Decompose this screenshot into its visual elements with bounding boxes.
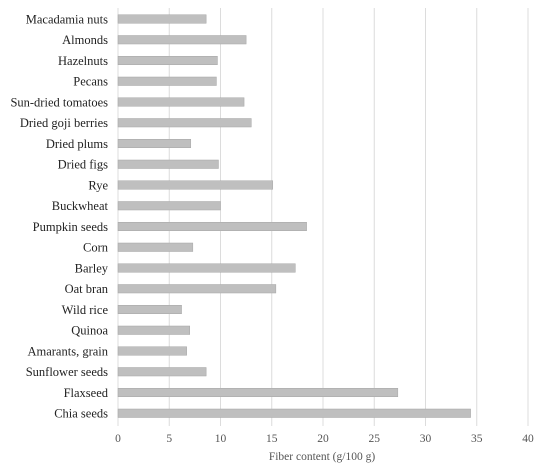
x-tick-label: 35 bbox=[471, 433, 483, 445]
category-label: Sunflower seeds bbox=[26, 365, 108, 379]
bar-oat-bran bbox=[117, 284, 277, 294]
bar-dried-goji-berries bbox=[117, 118, 252, 128]
category-label: Barley bbox=[75, 261, 109, 275]
category-label: Wild rice bbox=[62, 303, 109, 317]
bar-amarants-grain bbox=[117, 346, 187, 356]
x-tick-labels: 0 5 10 15 20 25 30 35 40 bbox=[115, 433, 534, 445]
category-label: Amarants, grain bbox=[27, 344, 108, 358]
category-label: Dried plums bbox=[46, 137, 108, 151]
bar-almonds bbox=[117, 35, 247, 45]
bars bbox=[117, 14, 471, 418]
bar-corn bbox=[117, 242, 194, 252]
bar-barley bbox=[117, 263, 296, 273]
category-label: Macadamia nuts bbox=[26, 12, 108, 26]
category-label: Rye bbox=[88, 178, 108, 192]
bar-pumpkin-seeds bbox=[117, 222, 307, 231]
category-label: Chia seeds bbox=[54, 407, 108, 421]
category-label: Almonds bbox=[62, 33, 108, 47]
category-label: Dried figs bbox=[58, 158, 108, 172]
category-label: Dried goji berries bbox=[20, 116, 108, 130]
bar-flaxseed bbox=[117, 388, 399, 397]
x-axis-title: Fiber content (g/100 g) bbox=[269, 451, 376, 463]
category-label: Hazelnuts bbox=[58, 54, 108, 68]
x-tick-label: 25 bbox=[369, 433, 381, 445]
x-tick-label: 15 bbox=[266, 433, 278, 445]
gridlines bbox=[117, 8, 529, 426]
category-label: Oat bran bbox=[65, 282, 109, 296]
bar-buckwheat bbox=[117, 201, 221, 211]
category-label: Quinoa bbox=[71, 324, 108, 338]
category-label: Corn bbox=[83, 241, 109, 255]
x-tick-label: 40 bbox=[522, 433, 534, 445]
bar-quinoa bbox=[117, 325, 190, 335]
category-label: Pumpkin seeds bbox=[33, 220, 108, 234]
bar-macadamia-nuts bbox=[117, 14, 207, 24]
x-tick-label: 30 bbox=[420, 433, 432, 445]
category-label: Flaxseed bbox=[64, 386, 109, 400]
bar-dried-plums bbox=[117, 139, 192, 148]
x-tick-label: 10 bbox=[215, 433, 227, 445]
bar-rye bbox=[117, 180, 274, 190]
x-tick-label: 0 bbox=[115, 433, 121, 445]
x-tick-label: 20 bbox=[317, 433, 329, 445]
category-labels: Macadamia nuts Almonds Hazelnuts Pecans Sun-… bbox=[10, 12, 108, 420]
bar-hazelnuts bbox=[117, 56, 218, 65]
category-label: Pecans bbox=[73, 75, 108, 89]
category-label: Sun-dried tomatoes bbox=[10, 95, 108, 109]
category-label: Buckwheat bbox=[52, 199, 109, 213]
bar-sunflower-seeds bbox=[117, 367, 207, 377]
x-tick-label: 5 bbox=[166, 433, 172, 445]
bar-wild-rice bbox=[117, 305, 182, 314]
bar-sun-dried-tomatoes bbox=[117, 97, 245, 107]
bar-dried-figs bbox=[117, 159, 219, 169]
bar-pecans bbox=[117, 76, 217, 86]
bar-chia-seeds bbox=[117, 408, 471, 418]
